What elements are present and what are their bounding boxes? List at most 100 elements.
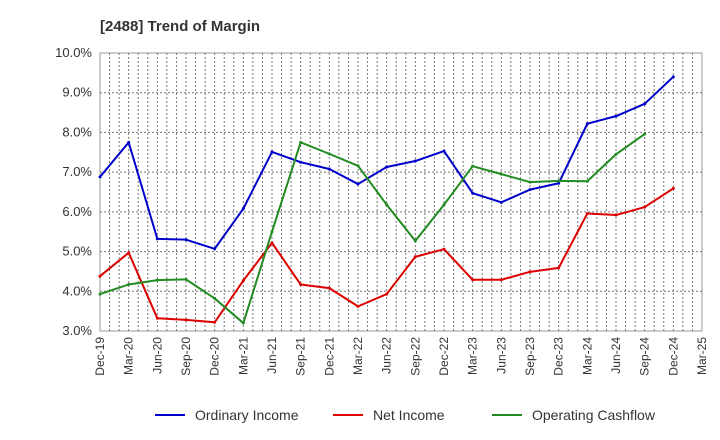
y-tick-label: 8.0% (62, 124, 92, 139)
x-tick-label: Dec-19 (93, 337, 107, 376)
net-income-point (557, 266, 561, 270)
ordinary-income-point (471, 191, 475, 195)
ordinary-income-point (356, 182, 360, 186)
operating-cashflow-point (155, 278, 159, 282)
y-tick-label: 7.0% (62, 164, 92, 179)
operating-cashflow-point (413, 239, 417, 243)
ordinary-income-point (241, 207, 245, 211)
net-income-point (270, 241, 274, 245)
ordinary-income-point (155, 237, 159, 241)
operating-cashflow-point (614, 152, 618, 156)
y-tick-label: 6.0% (62, 204, 92, 219)
operating-cashflow-line (99, 133, 646, 325)
operating-cashflow-point (499, 172, 503, 176)
chart-title: [2488] Trend of Margin (100, 18, 260, 35)
net-income-point (184, 318, 188, 322)
x-tick-label: Dec-24 (666, 337, 680, 376)
operating-cashflow-point (241, 321, 245, 325)
x-tick-label: Jun-24 (609, 337, 623, 374)
y-tick-label: 5.0% (62, 244, 92, 259)
x-tick-label: Mar-20 (122, 337, 136, 375)
operating-cashflow-point (585, 179, 589, 183)
ordinary-income-point (385, 165, 389, 169)
operating-cashflow-point (270, 230, 274, 234)
net-income-point (413, 255, 417, 259)
legend: Ordinary Income Net Income Operating Cashf… (155, 407, 656, 423)
net-income-point (528, 270, 532, 274)
x-tick-label: Mar-21 (236, 337, 250, 375)
operating-cashflow-point (471, 164, 475, 168)
x-tick-label: Mar-23 (466, 337, 480, 375)
net-income-point (499, 278, 503, 282)
ordinary-income-point (671, 75, 675, 79)
ordinary-income-point (98, 175, 102, 179)
x-tick-label: Jun-22 (380, 337, 394, 374)
ordinary-income-point (327, 167, 331, 171)
x-tick-label: Sep-24 (638, 337, 652, 376)
net-income-point (213, 320, 217, 324)
operating-cashflow-point (356, 164, 360, 168)
x-tick-label: Sep-22 (408, 337, 422, 376)
net-income-point (241, 279, 245, 283)
ordinary-income-point (413, 159, 417, 163)
net-income-point (356, 304, 360, 308)
net-income-point (299, 283, 303, 287)
plot-area (99, 52, 703, 332)
ordinary-income-point (557, 181, 561, 185)
series-layer (98, 75, 675, 325)
ordinary-income-point (499, 200, 503, 204)
y-tick-label: 4.0% (62, 283, 92, 298)
y-tick-label: 9.0% (62, 85, 92, 100)
x-tick-label: Mar-24 (580, 337, 594, 375)
net-income-point (585, 211, 589, 215)
operating-cashflow-point (643, 132, 647, 136)
ordinary-income-point (213, 247, 217, 251)
ordinary-income-point (528, 188, 532, 192)
axis-layer: 3.0% 4.0% 5.0% 6.0% 7.0% 8.0% 9.0% 10.0% Dec-19 M… (55, 45, 709, 376)
operating-cashflow-point (98, 292, 102, 296)
net-income-point (671, 186, 675, 190)
x-tick-label: Mar-25 (695, 337, 709, 375)
operating-cashflow-point (184, 277, 188, 281)
x-tick-label: Jun-23 (494, 337, 508, 374)
net-income-point (98, 274, 102, 278)
grid-layer (99, 52, 703, 332)
x-tick-label: Dec-21 (322, 337, 336, 376)
ordinary-income-point (184, 238, 188, 242)
x-tick-label: Jun-20 (150, 337, 164, 374)
ordinary-income-point (585, 122, 589, 126)
net-income-point (327, 286, 331, 290)
net-income-point (385, 292, 389, 296)
x-tick-label: Dec-20 (208, 337, 222, 376)
operating-cashflow-point (528, 180, 532, 184)
ordinary-income-point (643, 102, 647, 106)
ordinary-income-point (442, 149, 446, 153)
operating-cashflow-point (327, 152, 331, 156)
operating-cashflow-point (557, 179, 561, 183)
x-tick-label: Jun-21 (265, 337, 279, 374)
net-income-point (643, 205, 647, 209)
net-income-point (155, 316, 159, 320)
y-tick-label: 3.0% (62, 323, 92, 338)
net-income-point (127, 251, 131, 255)
net-income-point (442, 247, 446, 251)
operating-cashflow-point (127, 283, 131, 287)
x-tick-label: Sep-21 (294, 337, 308, 376)
x-tick-label: Mar-22 (351, 337, 365, 375)
operating-cashflow-point (213, 296, 217, 300)
legend-label-ordinary-income: Ordinary Income (195, 407, 299, 423)
operating-cashflow-point (385, 203, 389, 207)
operating-cashflow-point (442, 203, 446, 207)
x-tick-label: Sep-23 (523, 337, 537, 376)
x-tick-label: Dec-23 (552, 337, 566, 376)
ordinary-income-point (127, 140, 131, 144)
y-tick-label: 10.0% (55, 45, 92, 60)
net-income-point (614, 213, 618, 217)
legend-label-operating-cashflow: Operating Cashflow (532, 407, 656, 423)
ordinary-income-point (614, 114, 618, 118)
x-tick-label: Dec-22 (437, 337, 451, 376)
x-tick-label: Sep-20 (179, 337, 193, 376)
legend-label-net-income: Net Income (373, 407, 445, 423)
